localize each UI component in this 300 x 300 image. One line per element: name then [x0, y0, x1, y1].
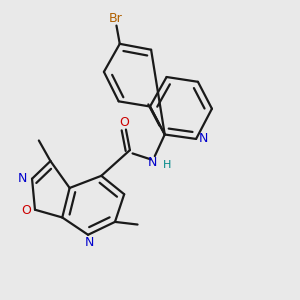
Text: Br: Br [109, 12, 123, 25]
Text: N: N [18, 172, 27, 184]
Text: H: H [163, 160, 172, 170]
Text: O: O [119, 116, 129, 129]
Text: N: N [85, 236, 94, 249]
Text: O: O [21, 204, 31, 217]
Text: N: N [148, 156, 158, 169]
Text: N: N [199, 132, 208, 146]
